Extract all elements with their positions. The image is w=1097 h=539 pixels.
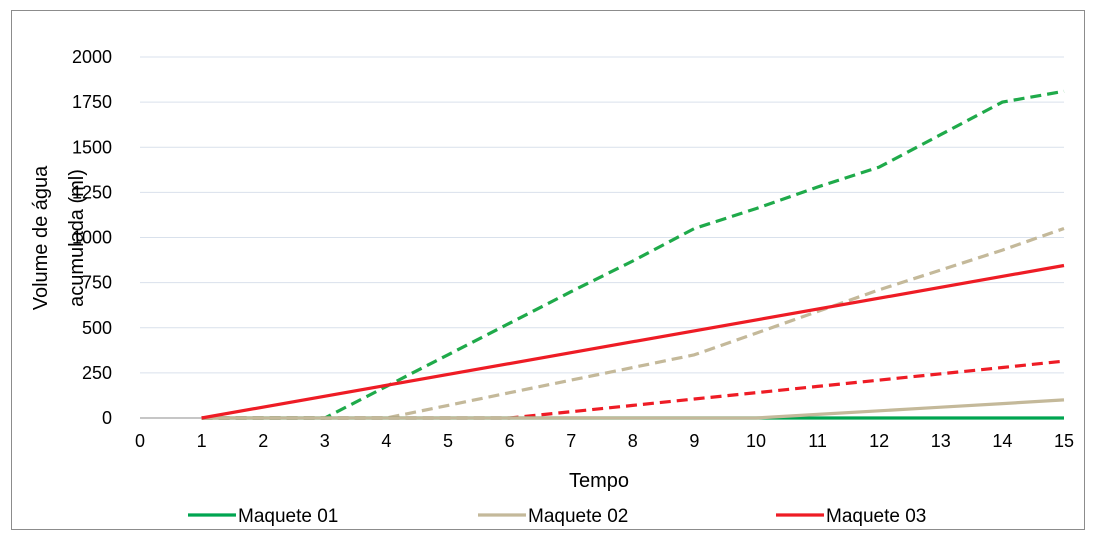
series-line-5 <box>201 226 1065 420</box>
x-tick-label: 0 <box>135 431 145 451</box>
legend: Maquete 01 Maquete 02 Maquete 03 <box>188 506 926 527</box>
x-axis-title: Tempo <box>569 470 629 492</box>
y-tick-label: 750 <box>82 273 112 293</box>
x-tick-label: 9 <box>689 431 699 451</box>
y-tick-label: 500 <box>82 318 112 338</box>
x-tick-label: 12 <box>869 431 889 451</box>
x-tick-label: 6 <box>505 431 515 451</box>
x-tick-label: 10 <box>746 431 766 451</box>
x-tick-label: 11 <box>808 431 827 451</box>
x-tick-label: 14 <box>992 431 1012 451</box>
y-axis-title-group: Volume de água acumulada (ml) <box>30 165 88 310</box>
chart-frame <box>11 10 1085 530</box>
x-tick-label: 7 <box>566 431 576 451</box>
legend-label: Maquete 03 <box>826 506 926 527</box>
series-line-6 <box>201 359 1065 420</box>
x-tick-label: 3 <box>320 431 330 451</box>
y-tick-label: 1750 <box>72 92 112 112</box>
y-axis-title-line-1: Volume de água <box>30 165 52 310</box>
legend-label: Maquete 02 <box>528 506 628 527</box>
y-tick-label: 2000 <box>72 47 112 67</box>
y-tick-label: 1500 <box>72 137 112 157</box>
x-tick-label: 8 <box>628 431 638 451</box>
grid-layer <box>140 56 1064 419</box>
x-tick-label: 1 <box>197 431 207 451</box>
series-line-4 <box>201 89 1065 420</box>
y-tick-label: 250 <box>82 363 112 383</box>
legend-label: Maquete 01 <box>238 506 338 527</box>
series-layer <box>201 89 1065 420</box>
x-tick-label: 15 <box>1054 431 1074 451</box>
x-tick-label: 13 <box>931 431 951 451</box>
y-tick-label: 1250 <box>72 182 112 202</box>
y-tick-label: 0 <box>102 408 112 428</box>
x-tick-label: 2 <box>258 431 268 451</box>
x-tick-label: 5 <box>443 431 453 451</box>
y-tick-label: 1000 <box>72 228 112 248</box>
x-tick-label: 4 <box>381 431 391 451</box>
y-axis-title-line-2: acumulada (ml) <box>66 169 88 307</box>
series-line-3 <box>201 263 1065 420</box>
series-line-2 <box>201 398 1065 420</box>
